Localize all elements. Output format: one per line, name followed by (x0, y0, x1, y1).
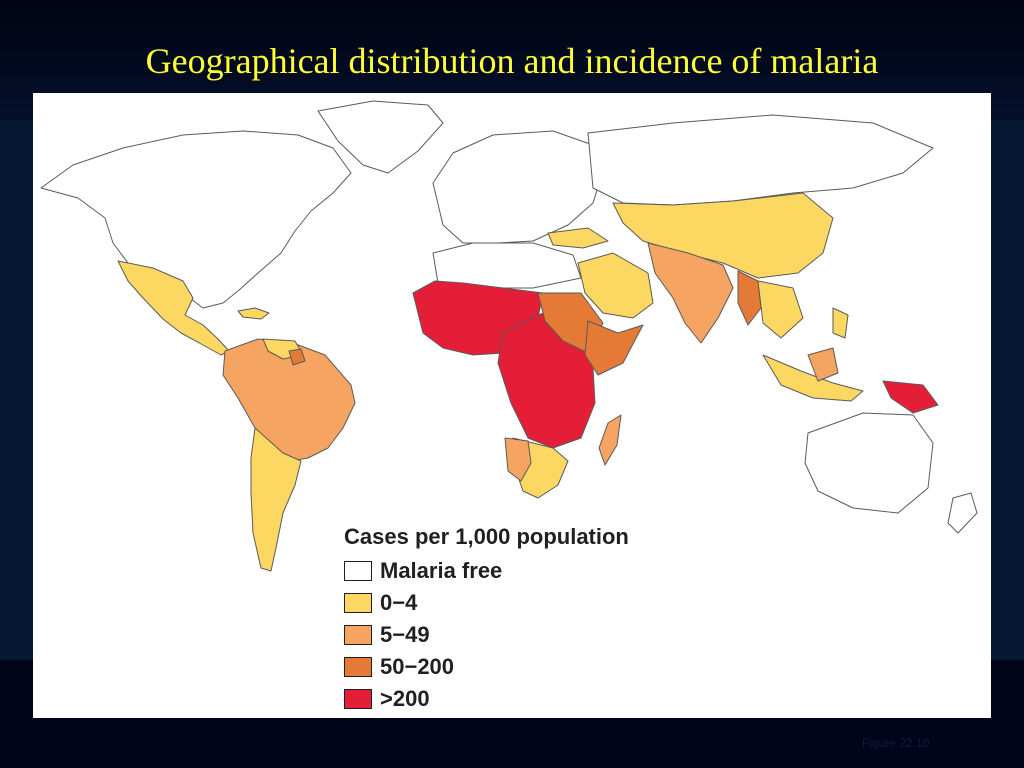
region-north-africa (432, 242, 582, 289)
region-madagascar (598, 414, 622, 466)
region-caribbean (237, 307, 270, 320)
legend-item-malaria-free: Malaria free (344, 555, 629, 587)
region-south-america (222, 338, 356, 462)
map-panel: Cases per 1,000 population Malaria free … (33, 93, 991, 718)
figure-credit: Figure 22.10 (862, 736, 930, 750)
legend-label: >200 (380, 686, 430, 711)
legend-swatch (344, 657, 372, 677)
legend-item-0-4: 0−4 (344, 587, 629, 619)
region-horn-of-africa (584, 320, 644, 376)
region-southeast-asia (757, 280, 804, 339)
slide-title: Geographical distribution and incidence … (145, 41, 879, 81)
region-southern-cone (250, 427, 302, 572)
legend-label: 5−49 (380, 622, 430, 647)
region-south-asia (647, 242, 734, 344)
region-philippines (832, 307, 849, 339)
region-greenland (317, 100, 444, 174)
region-central-asia (612, 192, 834, 279)
map-legend: Cases per 1,000 population Malaria free … (344, 523, 629, 715)
region-borneo (807, 347, 839, 382)
region-new-guinea (882, 380, 939, 414)
region-new-zealand (947, 492, 978, 534)
region-namibia (504, 437, 532, 482)
legend-swatch (344, 593, 372, 613)
region-australia (804, 412, 934, 514)
legend-title: Cases per 1,000 population (344, 524, 629, 549)
legend-label: 0−4 (380, 590, 418, 615)
legend-swatch (344, 561, 372, 581)
region-north-asia (587, 114, 934, 206)
legend-item-over-200: >200 (344, 683, 629, 715)
legend-item-5-49: 5−49 (344, 619, 629, 651)
region-north-america (40, 130, 352, 309)
legend-label: 50−200 (380, 654, 455, 679)
region-middle-east (577, 252, 654, 319)
legend-label: Malaria free (380, 558, 503, 583)
legend-swatch (344, 625, 372, 645)
region-indonesia (762, 354, 864, 402)
region-french-guiana (288, 348, 306, 366)
legend-item-50-200: 50−200 (344, 651, 629, 683)
legend-swatch (344, 689, 372, 709)
world-map (40, 100, 978, 572)
region-turkey (547, 227, 609, 249)
region-europe (432, 130, 604, 244)
region-myanmar (737, 270, 762, 326)
